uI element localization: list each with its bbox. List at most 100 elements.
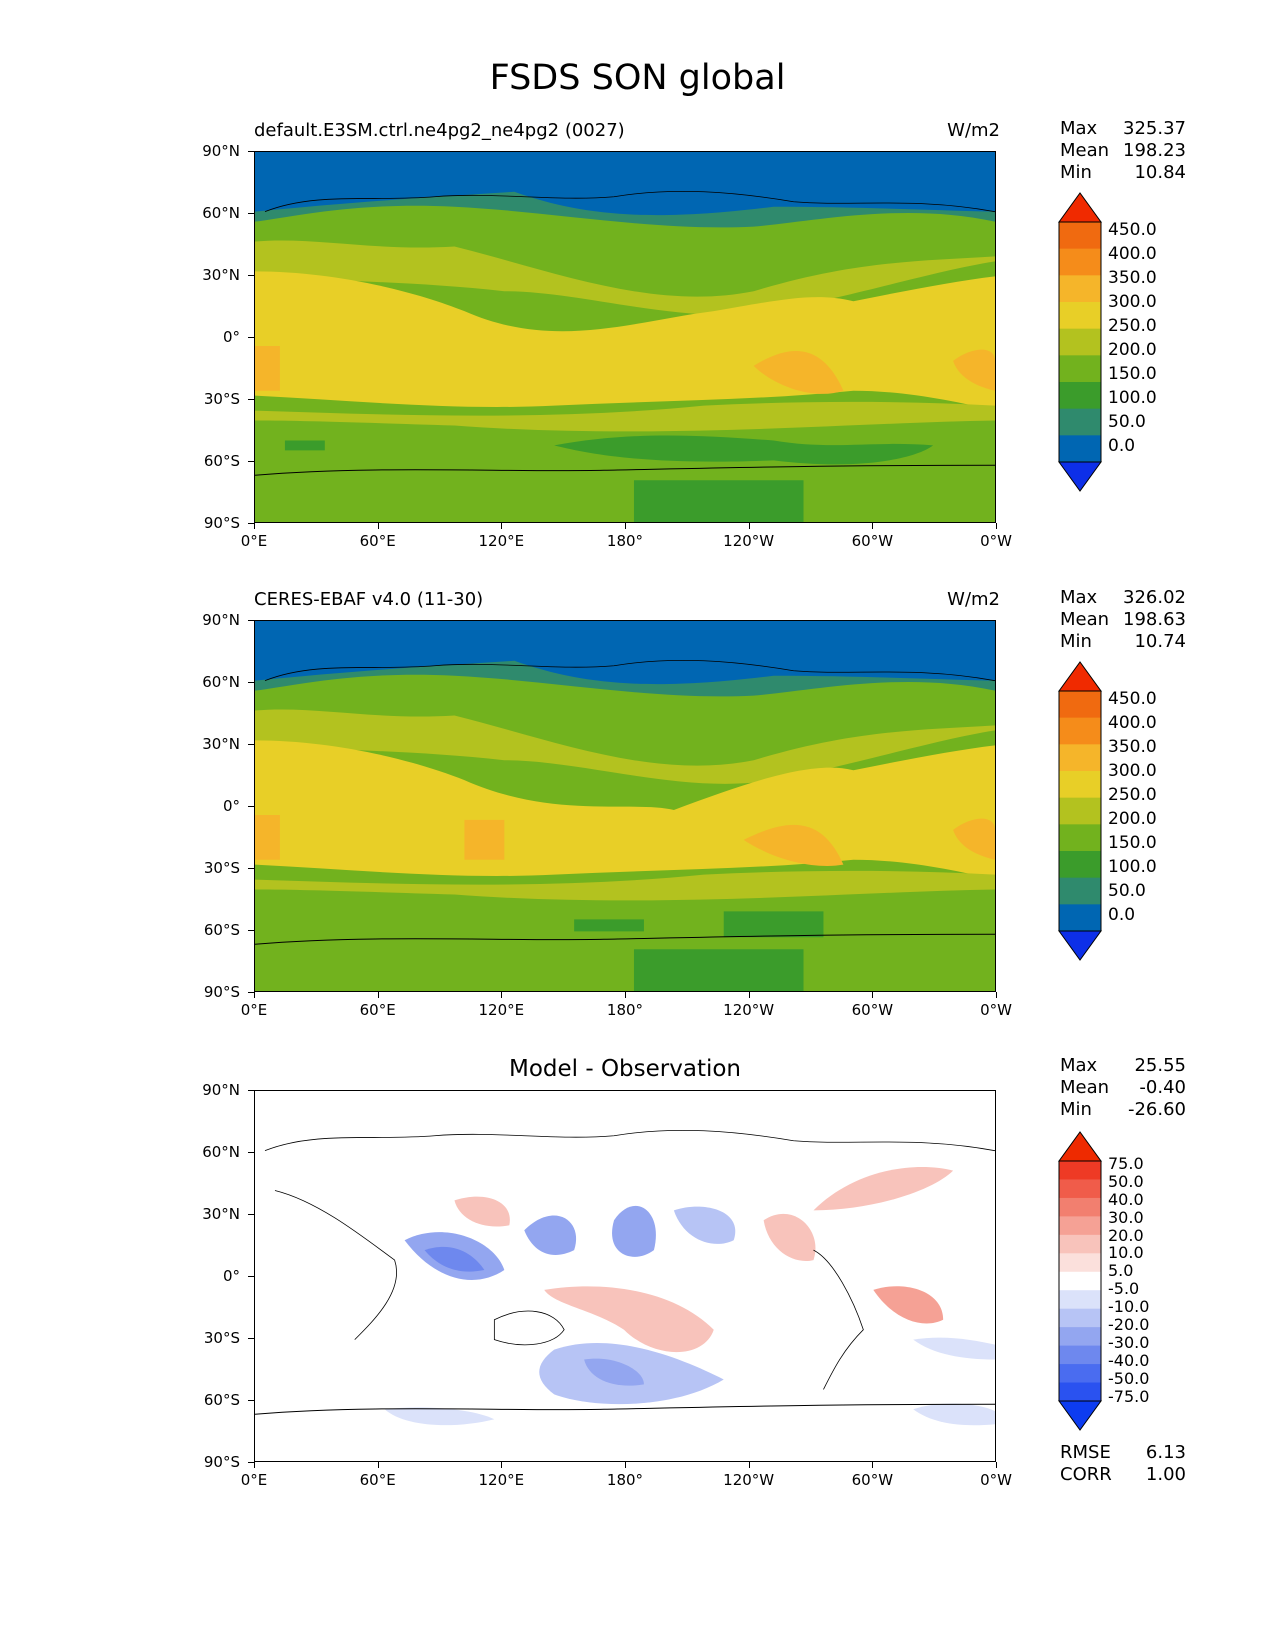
metric-label: CORR: [1060, 1464, 1112, 1485]
lon-tick-label: 60°E: [359, 532, 396, 550]
stat-label: Max: [1060, 587, 1098, 608]
colorbar-segment: [1059, 717, 1101, 745]
figure-title: FSDS SON global: [489, 58, 786, 98]
colorbar-tick-label: 450.0: [1108, 220, 1157, 240]
lon-tick-label: 120°W: [723, 1001, 775, 1019]
colorbar-outline: [1058, 690, 1102, 932]
lat-tick-label: 90°S: [203, 1453, 240, 1471]
colorbar-segment: [1059, 1179, 1101, 1199]
lon-tick-label: 120°E: [478, 532, 525, 550]
lat-tick: [248, 1214, 254, 1215]
stat-label: Min: [1060, 162, 1092, 183]
lat-tick: [248, 1462, 254, 1463]
colorbar-segment: [1059, 1290, 1101, 1310]
colorbar-labels: 450.0 400.0 350.0 300.0 250.0 200.0 150.0 100.0…: [1108, 222, 1157, 462]
colorbar-segment: [1059, 1308, 1101, 1328]
lon-tick: [377, 992, 379, 998]
stat-value: -0.40: [1139, 1077, 1186, 1098]
colorbar: [1058, 192, 1102, 492]
colorbar-tick-label: 450.0: [1108, 689, 1157, 709]
lon-tick-label: 0°W: [980, 1001, 1012, 1019]
colorbar-segment: [1059, 797, 1101, 825]
stat-value: 198.23: [1123, 140, 1186, 161]
colorbar-tick-label: 50.0: [1108, 412, 1146, 432]
colorbar-tick-label: 50.0: [1108, 1171, 1144, 1191]
lon-tick: [872, 992, 874, 998]
panel-title: Model - Observation: [508, 1056, 742, 1082]
stat-value: 25.55: [1134, 1055, 1186, 1076]
stat-value: 10.74: [1134, 631, 1186, 652]
colorbar-tick-label: 200.0: [1108, 340, 1157, 360]
lat-tick-label: 90°N: [202, 1081, 240, 1099]
map-plot: [254, 151, 996, 523]
lat-tick-label: 60°N: [202, 1143, 240, 1161]
colorbar-segment: [1059, 408, 1101, 436]
lat-tick-label: 30°N: [202, 266, 240, 284]
panel-units: W/m2: [947, 589, 1000, 610]
stat-value: 198.63: [1123, 609, 1186, 630]
colorbar-segment: [1059, 691, 1101, 719]
lon-tick: [377, 1462, 379, 1468]
stat-label: Max: [1060, 1055, 1098, 1076]
colorbar-segment: [1059, 1234, 1101, 1254]
stat-value: -26.60: [1127, 1099, 1186, 1120]
colorbar-outline: [1058, 221, 1102, 463]
colorbar-tick-label: 250.0: [1108, 785, 1157, 805]
colorbar-segment: [1059, 328, 1101, 356]
colorbar-segment: [1059, 435, 1101, 463]
colorbar-labels: 450.0 400.0 350.0 300.0 250.0 200.0 150.0 100.0…: [1108, 691, 1157, 931]
lat-tick: [248, 682, 254, 683]
lat-tick: [248, 275, 254, 276]
colorbar-segment: [1059, 771, 1101, 799]
colorbar-segment: [1059, 355, 1101, 383]
lat-tick: [248, 151, 254, 152]
lon-tick: [996, 523, 997, 529]
lon-tick-label: 0°E: [240, 1471, 268, 1489]
colorbar-tick-label: 10.0: [1108, 1243, 1144, 1263]
panel-units: W/m2: [947, 120, 1000, 141]
colorbar-tick-label: 250.0: [1108, 316, 1157, 336]
stats-box: Max 326.02 Mean 198.63 Min 10.74: [1060, 587, 1186, 653]
lon-tick-label: 180°: [606, 1001, 644, 1019]
stat-label: Mean: [1060, 1077, 1110, 1098]
colorbar-tick-label: -20.0: [1108, 1315, 1150, 1335]
lat-tick-label: 30°N: [202, 1205, 240, 1223]
colorbar-tick-label: 40.0: [1108, 1189, 1144, 1209]
lat-tick: [248, 806, 254, 807]
colorbar-tick-label: -10.0: [1108, 1297, 1150, 1317]
lat-tick-label: 90°N: [202, 142, 240, 160]
colorbar-extend-bottom: [1058, 461, 1102, 492]
metrics-box: RMSE 6.13 CORR 1.00: [1060, 1442, 1186, 1486]
lat-tick: [248, 337, 254, 338]
colorbar-segment: [1059, 382, 1101, 410]
lat-tick-label: 90°N: [202, 611, 240, 629]
map-plot: [254, 1090, 996, 1462]
stat-value: 325.37: [1123, 118, 1186, 139]
colorbar-segment: [1059, 877, 1101, 905]
colorbar-segment: [1059, 248, 1101, 276]
lat-tick: [248, 523, 254, 524]
lon-tick: [501, 1462, 503, 1468]
colorbar-extend-bottom: [1058, 1400, 1102, 1431]
colorbar-tick-label: 50.0: [1108, 881, 1146, 901]
colorbar-tick-label: 200.0: [1108, 809, 1157, 829]
map-obs-svg: [255, 621, 995, 991]
lat-tick: [248, 213, 254, 214]
colorbar-tick-label: 75.0: [1108, 1154, 1144, 1173]
colorbar-segment: [1059, 1197, 1101, 1217]
lat-tick-label: 30°S: [203, 390, 240, 408]
lon-tick: [254, 1462, 255, 1468]
colorbar-tick-label: -75.0: [1108, 1386, 1150, 1406]
colorbar-tick-label: 150.0: [1108, 833, 1157, 853]
stat-value: 10.84: [1134, 162, 1186, 183]
colorbar-segment: [1059, 1216, 1101, 1236]
lon-tick-label: 120°E: [478, 1001, 525, 1019]
map-model-svg: [255, 152, 995, 522]
colorbar-segment: [1059, 222, 1101, 250]
lon-tick-label: 180°: [606, 532, 644, 550]
colorbar-tick-label: 350.0: [1108, 737, 1157, 757]
lon-tick: [625, 523, 626, 529]
colorbar-tick-label: 100.0: [1108, 857, 1157, 877]
stats-box: Max 325.37 Mean 198.23 Min 10.84: [1060, 118, 1186, 184]
stat-label: Mean: [1060, 140, 1110, 161]
